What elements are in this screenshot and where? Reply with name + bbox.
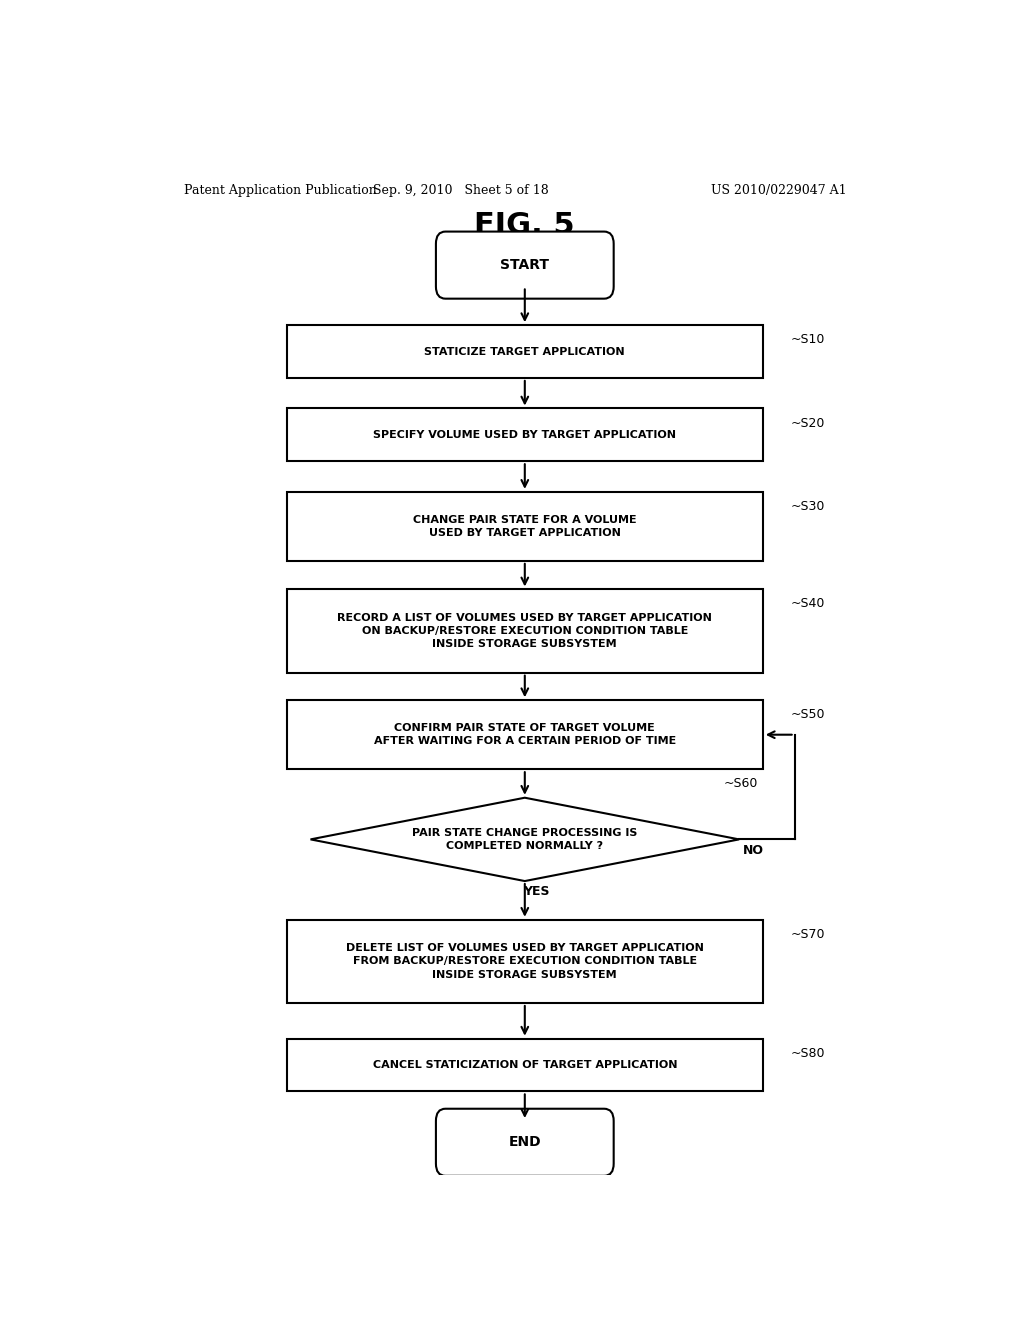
FancyBboxPatch shape (436, 231, 613, 298)
Text: ~S50: ~S50 (791, 709, 825, 721)
Text: END: END (509, 1135, 541, 1150)
Text: ~S20: ~S20 (791, 417, 825, 429)
Text: FIG. 5: FIG. 5 (474, 211, 575, 240)
Bar (287, 589, 763, 673)
Text: Sep. 9, 2010   Sheet 5 of 18: Sep. 9, 2010 Sheet 5 of 18 (374, 183, 549, 197)
Bar (287, 325, 763, 378)
Text: START: START (501, 259, 549, 272)
Text: DELETE LIST OF VOLUMES USED BY TARGET APPLICATION
FROM BACKUP/RESTORE EXECUTION : DELETE LIST OF VOLUMES USED BY TARGET AP… (346, 944, 703, 979)
Bar (287, 408, 763, 461)
Text: NO: NO (743, 845, 764, 858)
Bar (287, 1039, 763, 1092)
Text: RECORD A LIST OF VOLUMES USED BY TARGET APPLICATION
ON BACKUP/RESTORE EXECUTION : RECORD A LIST OF VOLUMES USED BY TARGET … (337, 612, 713, 649)
Bar (287, 920, 763, 1003)
Text: ~S70: ~S70 (791, 928, 825, 941)
Text: CHANGE PAIR STATE FOR A VOLUME
USED BY TARGET APPLICATION: CHANGE PAIR STATE FOR A VOLUME USED BY T… (413, 515, 637, 539)
Text: STATICIZE TARGET APPLICATION: STATICIZE TARGET APPLICATION (425, 347, 625, 356)
Bar (287, 700, 763, 770)
Text: US 2010/0229047 A1: US 2010/0229047 A1 (711, 183, 847, 197)
FancyBboxPatch shape (436, 1109, 613, 1176)
Text: SPECIFY VOLUME USED BY TARGET APPLICATION: SPECIFY VOLUME USED BY TARGET APPLICATIO… (374, 430, 676, 440)
Polygon shape (310, 797, 739, 880)
Text: ~S30: ~S30 (791, 500, 825, 513)
Text: PAIR STATE CHANGE PROCESSING IS
COMPLETED NORMALLY ?: PAIR STATE CHANGE PROCESSING IS COMPLETE… (412, 828, 638, 851)
Text: ~S80: ~S80 (791, 1047, 825, 1060)
Text: Patent Application Publication: Patent Application Publication (183, 183, 376, 197)
Text: YES: YES (523, 886, 550, 898)
Text: CONFIRM PAIR STATE OF TARGET VOLUME
AFTER WAITING FOR A CERTAIN PERIOD OF TIME: CONFIRM PAIR STATE OF TARGET VOLUME AFTE… (374, 723, 676, 746)
Text: ~S40: ~S40 (791, 598, 825, 610)
Text: ~S60: ~S60 (723, 776, 758, 789)
Bar (287, 492, 763, 561)
Text: ~S10: ~S10 (791, 333, 825, 346)
Text: CANCEL STATICIZATION OF TARGET APPLICATION: CANCEL STATICIZATION OF TARGET APPLICATI… (373, 1060, 677, 1071)
